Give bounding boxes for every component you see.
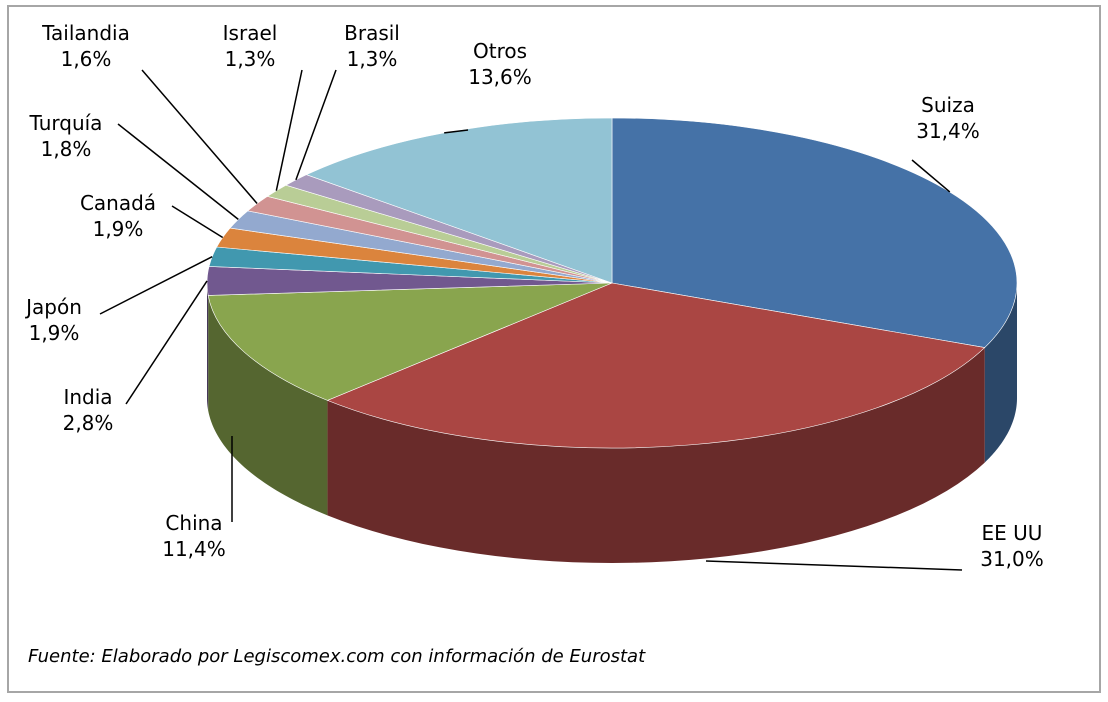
leader-line xyxy=(171,205,224,239)
category-label: EE UU xyxy=(982,521,1043,545)
leader-line xyxy=(99,256,213,315)
value-label: 31,4% xyxy=(916,119,980,143)
value-label: 1,3% xyxy=(347,47,398,71)
pie-side xyxy=(327,347,985,563)
leader-line xyxy=(444,129,469,134)
leader-line xyxy=(117,123,239,220)
value-label: 11,4% xyxy=(162,537,226,561)
pie-slice xyxy=(207,282,613,401)
pie-side xyxy=(984,283,1017,463)
category-label: Brasil xyxy=(344,21,400,45)
leader-line xyxy=(275,69,303,191)
category-label: Canadá xyxy=(80,191,156,215)
category-label: China xyxy=(165,511,222,535)
category-label: Otros xyxy=(473,39,527,63)
leader-line xyxy=(141,69,258,205)
category-label: Israel xyxy=(223,21,278,45)
value-label: 2,8% xyxy=(63,411,114,435)
value-label: 1,3% xyxy=(225,47,276,71)
pie-side xyxy=(208,295,328,516)
category-label: Suiza xyxy=(921,93,975,117)
pie-slice xyxy=(326,282,986,449)
leader-line xyxy=(125,280,208,405)
value-label: 13,6% xyxy=(468,65,532,89)
pie-side xyxy=(207,283,209,411)
value-label: 1,8% xyxy=(41,137,92,161)
leader-line xyxy=(705,560,963,571)
category-label: Tailandia xyxy=(41,21,130,45)
value-label: 1,6% xyxy=(61,47,112,71)
value-label: 1,9% xyxy=(93,217,144,241)
value-label: 31,0% xyxy=(980,547,1044,571)
leader-line xyxy=(911,159,951,193)
leader-line xyxy=(295,69,337,181)
pie-slice xyxy=(611,117,1018,348)
category-label: Turquía xyxy=(29,111,103,135)
category-label: Japón xyxy=(24,295,82,319)
footnote: Fuente: Elaborado por Legiscomex.com con… xyxy=(28,646,646,667)
category-label: India xyxy=(63,385,112,409)
value-label: 1,9% xyxy=(29,321,80,345)
